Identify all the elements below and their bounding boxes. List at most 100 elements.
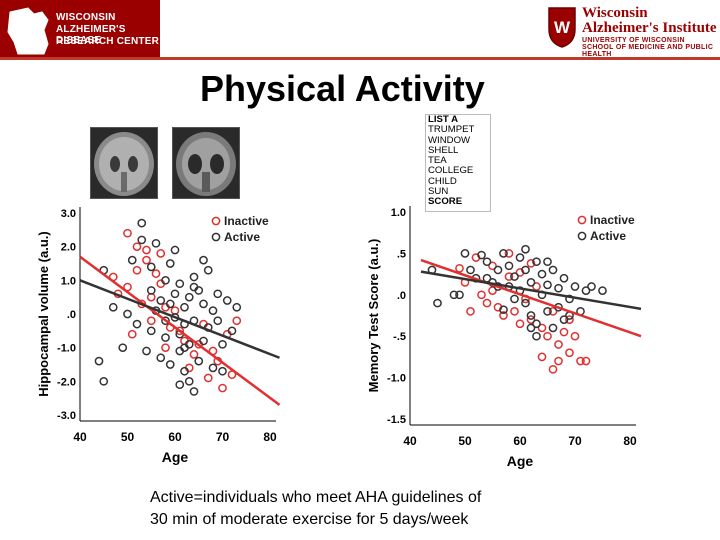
active-point: [156, 353, 166, 363]
active-point: [189, 282, 199, 292]
active-point: [477, 250, 486, 260]
active-point: [433, 298, 442, 308]
x-tick-label: 80: [263, 430, 277, 444]
inactive-point: [526, 258, 536, 268]
inactive-point: [127, 329, 137, 339]
active-point: [213, 289, 223, 299]
active-point: [99, 376, 109, 386]
inactive-point: [515, 319, 525, 329]
active-point: [137, 235, 147, 245]
y-tick-label: 1.0: [391, 207, 406, 219]
y-tick-label: -1.5: [387, 414, 406, 426]
active-point: [156, 296, 166, 305]
mri-image-active: [90, 127, 158, 199]
inactive-point: [156, 249, 166, 258]
inactive-point: [570, 331, 580, 341]
x-tick-label: 80: [623, 434, 637, 448]
inactive-point: [455, 263, 464, 273]
active-point: [510, 294, 519, 304]
active-point: [532, 319, 541, 329]
legend-marker-inactive: [577, 215, 587, 225]
active-point: [184, 376, 194, 386]
slide-title: Physical Activity: [200, 68, 485, 109]
active-point: [118, 343, 128, 353]
inactive-regression-line: [79, 255, 281, 406]
x-tick-label: 50: [458, 434, 472, 448]
y-tick-label: -1.0: [57, 343, 76, 355]
inactive-point: [548, 364, 558, 374]
active-point: [175, 279, 185, 289]
active-point: [203, 265, 213, 275]
active-point: [526, 278, 536, 287]
active-point: [559, 273, 569, 283]
y-tick-label: 1.0: [61, 275, 76, 287]
logo-line-1: WISCONSIN: [56, 12, 116, 23]
wai-logo-sub-2: SCHOOL OF MEDICINE AND PUBLIC HEALTH: [582, 44, 714, 58]
wai-logo-sub-1: UNIVERSITY OF WISCONSIN: [582, 37, 685, 44]
active-point: [499, 249, 508, 258]
active-point: [208, 363, 218, 373]
inactive-point: [132, 265, 142, 275]
active-point: [137, 218, 147, 228]
active-point: [199, 299, 208, 309]
active-point: [180, 366, 189, 376]
active-point: [189, 387, 199, 396]
active-point: [208, 306, 218, 315]
active-point: [460, 249, 470, 258]
active-point: [94, 356, 104, 366]
wai-logo-line-2: Alzheimer's Institute: [582, 20, 717, 36]
active-point: [180, 302, 189, 312]
inactive-point: [161, 343, 170, 353]
inactive-point: [543, 331, 552, 341]
x-tick-label: 40: [403, 434, 417, 448]
inactive-point: [488, 261, 497, 271]
wadrc-logo: WISCONSIN ALZHEIMER'S DISEASE RESEARCH C…: [0, 0, 160, 58]
inactive-point: [151, 269, 161, 278]
inactive-point: [526, 315, 536, 324]
mri-image-inactive: [172, 127, 240, 199]
active-point: [165, 259, 175, 268]
active-point: [123, 309, 132, 319]
x-tick-label: 60: [513, 434, 527, 448]
memory-score-scatter: 1.0 .5 .0 -.5 -1.0 -1.5 40 50 60 70 80 Age Memory Te…: [366, 206, 642, 469]
footnote: Active=individuals who meet AHA guidelin…: [150, 487, 481, 531]
word-list-footer: SCORE: [428, 196, 463, 208]
y-tick-label: -3.0: [57, 410, 76, 422]
inactive-point: [537, 323, 547, 333]
active-point: [526, 323, 536, 333]
inactive-point: [123, 228, 132, 238]
y-tick-label: .5: [397, 248, 406, 260]
x-tick-label: 60: [168, 430, 182, 444]
active-point: [146, 262, 156, 272]
active-point: [161, 275, 170, 285]
legend-label-active: Active: [590, 229, 626, 243]
uw-crest-icon: W: [548, 7, 576, 48]
inactive-point: [499, 311, 508, 320]
header-divider: [0, 57, 720, 60]
inactive-point: [146, 316, 156, 326]
active-point: [455, 290, 464, 300]
active-point: [554, 283, 563, 293]
wisconsin-map-icon: [7, 7, 49, 55]
active-point: [199, 255, 208, 265]
inactive-point: [581, 356, 591, 366]
active-point: [504, 261, 514, 271]
y-tick-label: -.5: [393, 331, 406, 343]
y-axis-label: Memory Test Score (a.u.): [366, 239, 381, 393]
active-point: [565, 294, 574, 304]
footnote-line-1: Active=individuals who meet AHA guidelin…: [150, 489, 482, 506]
inactive-point: [554, 340, 563, 349]
svg-text:W: W: [554, 18, 571, 37]
inactive-point: [565, 348, 574, 358]
x-axis-label: Age: [507, 453, 534, 469]
active-point: [161, 316, 170, 326]
active-point: [493, 265, 503, 275]
active-point: [146, 286, 156, 295]
active-point: [521, 244, 530, 254]
inactive-point: [548, 307, 558, 316]
active-point: [548, 323, 558, 333]
inactive-point: [565, 315, 574, 324]
active-regression-line: [420, 270, 642, 311]
active-point: [543, 280, 552, 290]
active-point: [548, 265, 558, 275]
